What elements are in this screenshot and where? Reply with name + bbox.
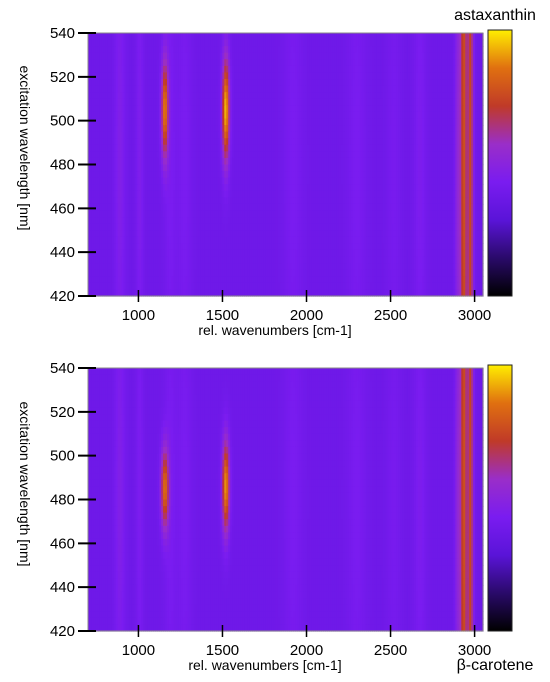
heatmap-astaxanthin [88, 33, 484, 297]
